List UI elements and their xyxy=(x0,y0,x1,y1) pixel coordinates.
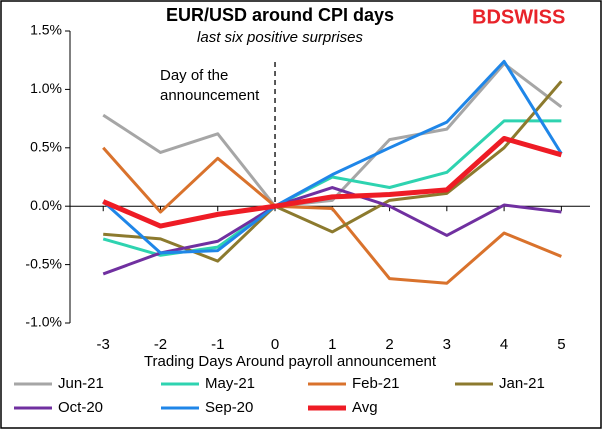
y-tick-label: -1.0% xyxy=(25,314,62,330)
series-line xyxy=(102,59,563,255)
x-tick-label: 0 xyxy=(271,336,279,353)
series-line xyxy=(103,80,563,263)
x-tick-label: 5 xyxy=(557,336,565,353)
legend-label: Jun-21 xyxy=(58,375,104,392)
x-axis-label: Trading Days Around payroll announcement xyxy=(144,353,437,370)
x-tick-label: 3 xyxy=(443,336,451,353)
y-tick-label: 1.0% xyxy=(30,80,62,96)
x-tick-label: -3 xyxy=(97,336,110,353)
x-tick-label: -2 xyxy=(154,336,167,353)
y-tick-label: 1.5% xyxy=(30,22,62,38)
legend-label: Feb-21 xyxy=(352,375,400,392)
chart-title: EUR/USD around CPI days xyxy=(166,5,394,25)
x-tick-label: 2 xyxy=(385,336,393,353)
series-line xyxy=(102,186,562,276)
x-tick-label: 1 xyxy=(328,336,336,353)
annotation: Day of the xyxy=(160,67,228,84)
x-tick-label: -1 xyxy=(211,336,224,353)
legend-label: Sep-20 xyxy=(205,399,253,416)
series-line xyxy=(102,146,562,285)
series-line xyxy=(102,135,563,229)
legend-label: Oct-20 xyxy=(58,399,103,416)
legend-label: Avg xyxy=(352,399,378,416)
legend-label: May-21 xyxy=(205,375,255,392)
x-tick-label: 4 xyxy=(500,336,508,353)
chart-subtitle: last six positive surprises xyxy=(197,29,363,46)
annotation: announcement xyxy=(160,87,260,104)
y-tick-label: 0.5% xyxy=(30,139,62,155)
y-tick-label: 0.0% xyxy=(30,197,62,213)
logo: BDSWISS xyxy=(472,6,565,28)
y-tick-label: -0.5% xyxy=(25,255,62,271)
series-line xyxy=(102,62,563,208)
legend-label: Jan-21 xyxy=(499,375,545,392)
